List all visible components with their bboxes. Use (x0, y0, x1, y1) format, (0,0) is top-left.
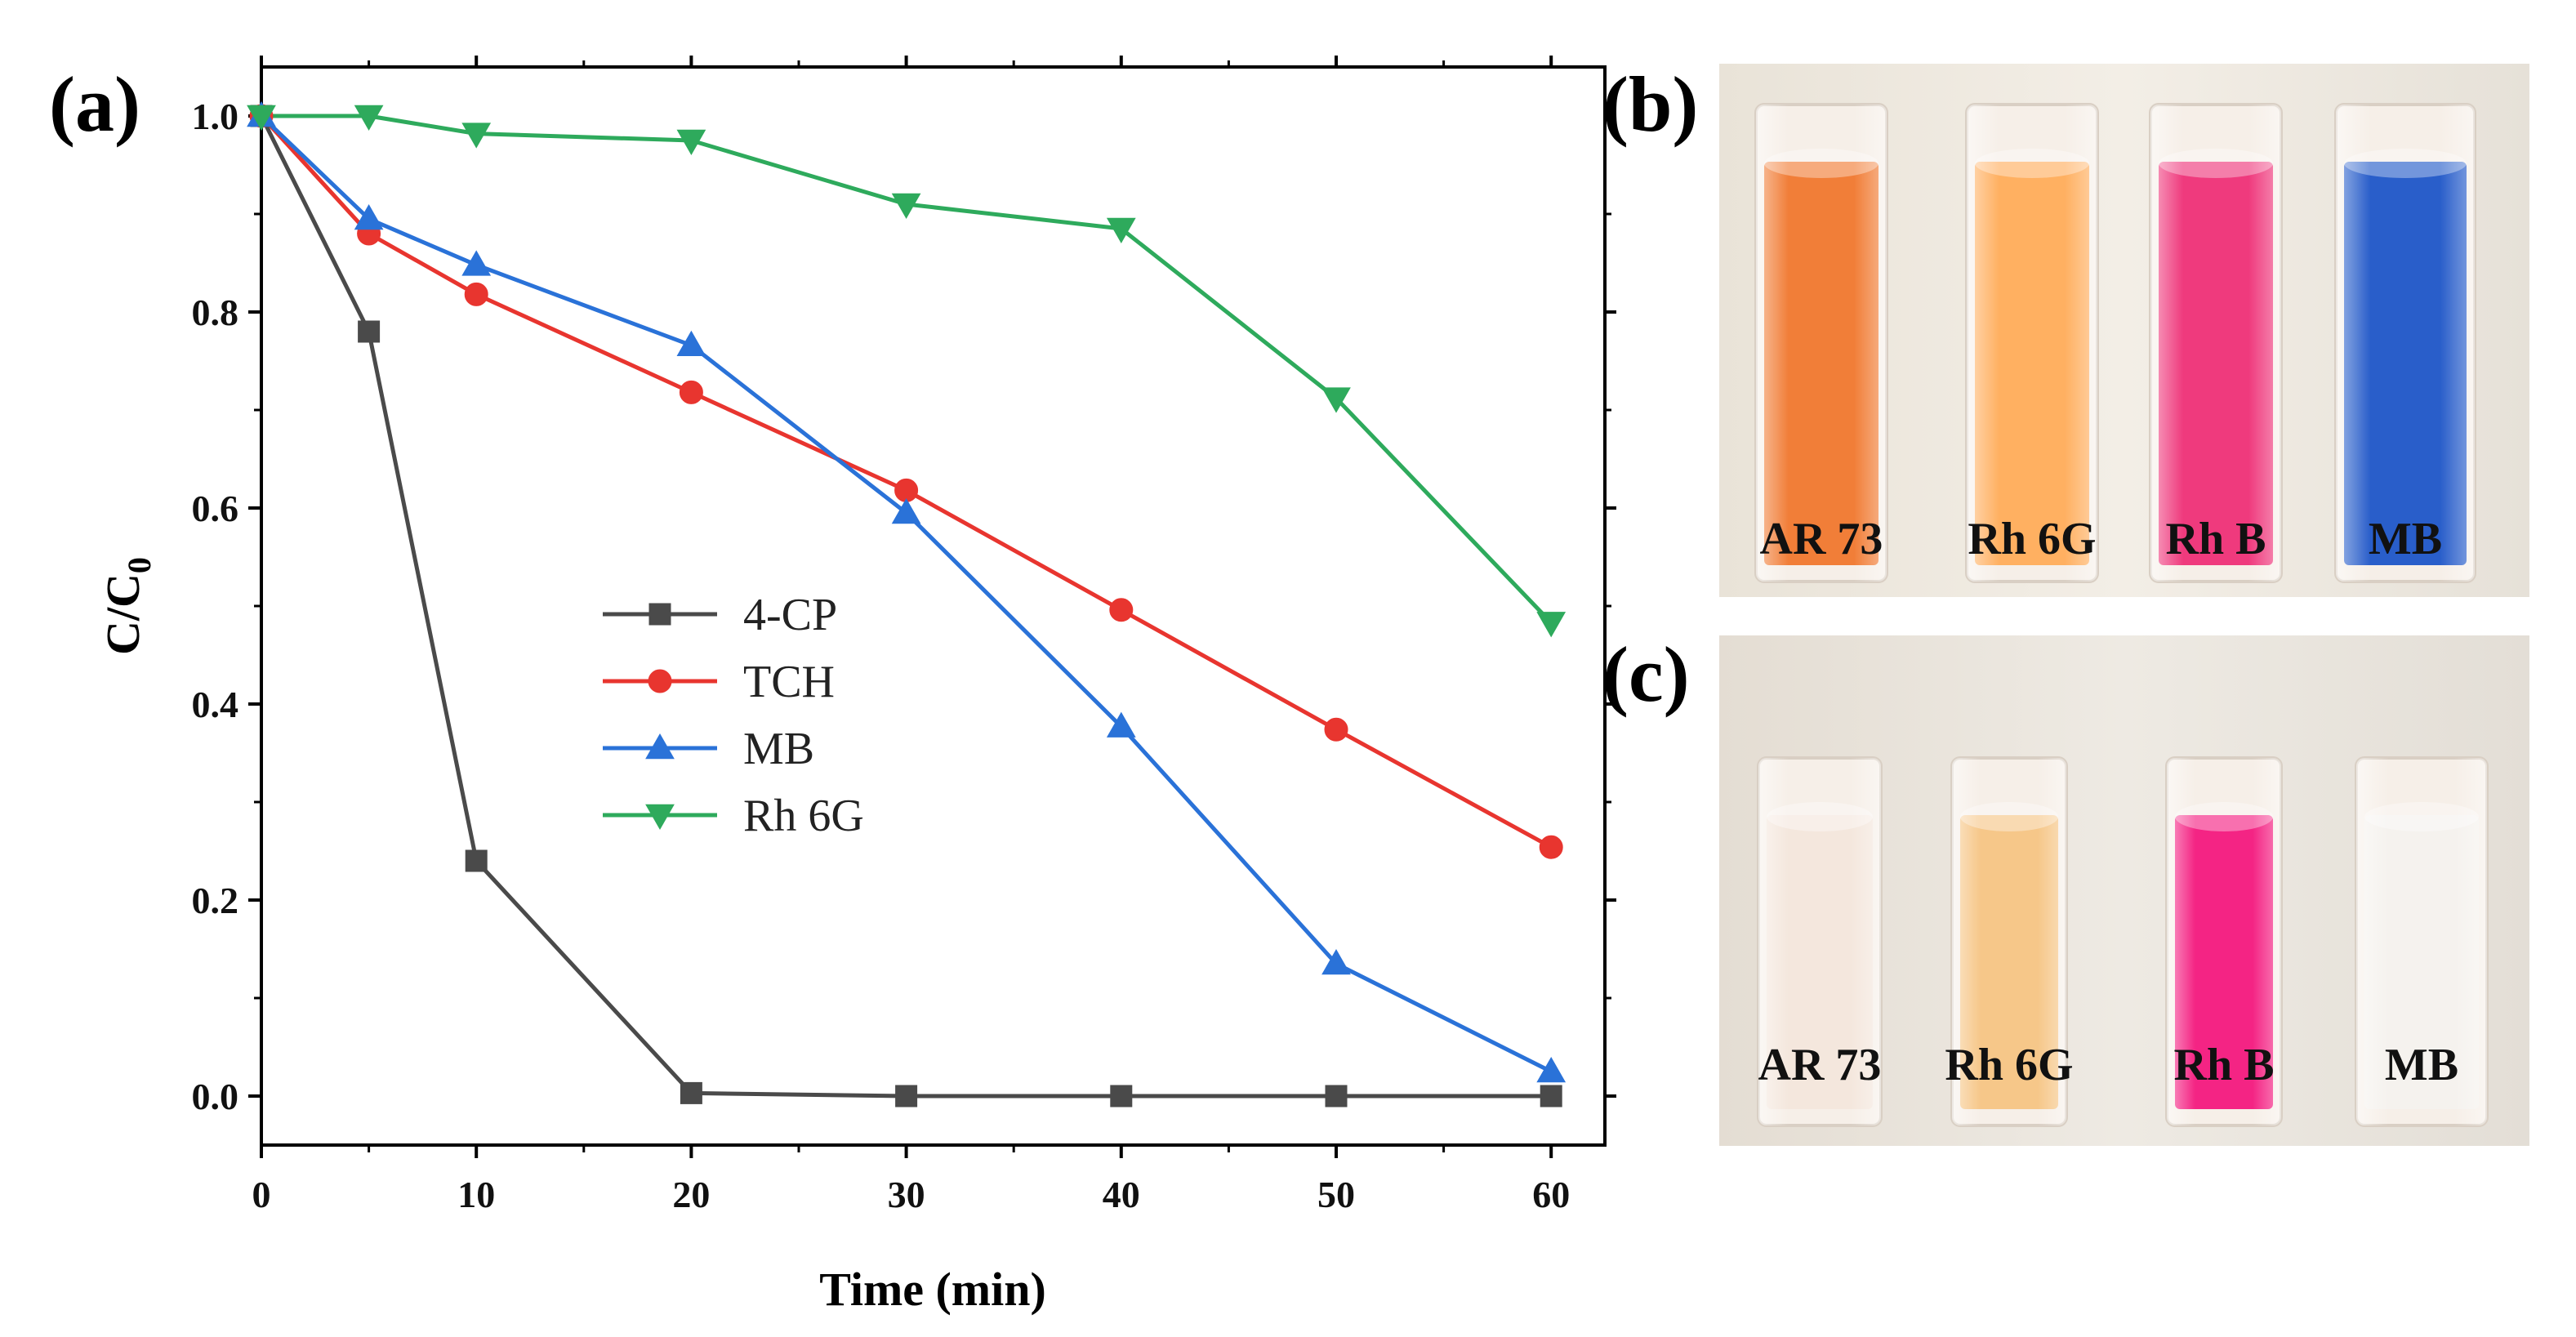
y-tick-label: 0.0 (192, 1076, 239, 1117)
cuvette-mb: MB (2355, 756, 2489, 1127)
series-markers (247, 100, 1567, 1107)
cuvette-highlight (1952, 758, 2066, 1125)
legend-marker (648, 669, 672, 693)
y-tick-labels: 0.0 0.2 0.4 0.6 0.8 1.0 (192, 96, 239, 1117)
legend-label: MB (743, 724, 814, 774)
cuvette-label: Rh 6G (1945, 1040, 2073, 1090)
data-point-rh-6g (354, 105, 384, 131)
x-tick-label: 40 (1103, 1174, 1140, 1215)
cuvette-highlight (1756, 105, 1887, 582)
legend-label: Rh 6G (743, 791, 864, 841)
cuvette-ar-73: AR 73 (1754, 103, 1888, 583)
data-point-tch (1109, 598, 1134, 622)
data-point-rh-6g (891, 193, 921, 220)
data-point-4-cp (680, 1081, 702, 1104)
cuvette-highlight (2336, 105, 2475, 582)
cuvette-label: Rh B (2166, 514, 2266, 564)
panel-label-c: (c) (1602, 631, 1690, 718)
data-point-4-cp (1325, 1085, 1348, 1107)
data-point-4-cp (358, 320, 381, 343)
y-tick-label: 0.8 (192, 292, 239, 333)
legend: 4-CP TCH MB Rh 6G (603, 590, 864, 841)
photo-after: AR 73 Rh 6G Rh B MB (1719, 635, 2529, 1146)
cuvette-highlight (2167, 758, 2281, 1125)
cuvette-label: MB (2369, 514, 2442, 564)
legend-item-tch: TCH (603, 657, 835, 707)
legend-label: 4-CP (743, 590, 837, 640)
x-tick-label: 60 (1532, 1174, 1570, 1215)
data-point-mb (1321, 948, 1351, 975)
series-lines (259, 114, 1553, 1099)
data-point-4-cp (895, 1085, 918, 1107)
y-tick-label: 0.2 (192, 880, 239, 921)
y-axis-title-main: C/C (96, 573, 149, 655)
x-tick-label: 30 (888, 1174, 925, 1215)
data-point-rh-6g (1321, 387, 1351, 413)
data-point-mb (676, 330, 706, 357)
data-point-mb (1536, 1056, 1567, 1083)
vials-after: AR 73 Rh 6G Rh B MB (1757, 756, 2489, 1127)
chart: 0 10 20 30 40 50 60 0.0 0.2 0.4 0.6 0.8 1.0 Time (m… (96, 56, 1616, 1316)
cuvette-highlight (2356, 758, 2487, 1125)
series-line-rh-6g (261, 114, 1553, 625)
cuvette-highlight (1967, 105, 2097, 582)
x-tick-labels: 0 10 20 30 40 50 60 (252, 1174, 1571, 1215)
cuvette-label: AR 73 (1760, 514, 1883, 564)
legend-marker (645, 804, 675, 831)
data-point-4-cp (1110, 1085, 1133, 1107)
y-tick-label: 0.6 (192, 488, 239, 529)
data-point-rh-6g (676, 129, 706, 156)
cuvette-ar-73: AR 73 (1757, 756, 1883, 1127)
data-point-mb (891, 497, 921, 524)
data-point-rh-6g (247, 105, 276, 131)
data-point-4-cp (465, 849, 488, 872)
legend-item-mb: MB (603, 724, 814, 774)
cuvette-highlight (2150, 105, 2281, 582)
legend-item-4-cp: 4-CP (603, 590, 837, 640)
data-point-rh-6g (1536, 612, 1567, 638)
data-point-mb (1106, 711, 1136, 738)
data-point-mb (461, 250, 492, 276)
y-axis-title: C/C0 (96, 557, 158, 655)
data-point-rh-6g (461, 123, 492, 149)
x-axis-title: Time (min) (819, 1263, 1046, 1316)
cuvette-rh-b: Rh B (2165, 756, 2283, 1127)
x-tick-label: 0 (252, 1174, 271, 1215)
data-point-tch (464, 282, 488, 306)
x-tick-label: 10 (457, 1174, 495, 1215)
cuvette-highlight (1758, 758, 1881, 1125)
cuvette-label: AR 73 (1758, 1040, 1882, 1090)
x-tick-label: 20 (672, 1174, 710, 1215)
data-point-mb (354, 203, 384, 230)
y-axis-title-subscript: 0 (121, 557, 158, 573)
axis-ticks (248, 56, 1616, 1158)
data-point-tch (679, 380, 703, 404)
panel-label-a: (a) (49, 60, 140, 148)
legend-marker (645, 733, 675, 760)
series-line-tch (260, 114, 1553, 849)
data-point-tch (1324, 717, 1348, 742)
y-tick-label: 1.0 (192, 96, 239, 137)
panel-label-b: (b) (1602, 60, 1698, 148)
legend-marker (648, 603, 671, 626)
y-tick-label: 0.4 (192, 684, 239, 725)
series-line-4-cp (259, 114, 1552, 1099)
x-tick-label: 50 (1317, 1174, 1355, 1215)
cuvette-label: Rh B (2174, 1040, 2275, 1090)
cuvette-label: MB (2385, 1040, 2458, 1090)
data-point-tch (1539, 835, 1563, 859)
cuvette-rh-6g: Rh 6G (1965, 103, 2099, 583)
cuvette-rh-6g: Rh 6G (1945, 756, 2074, 1127)
legend-item-rh-6g: Rh 6G (603, 791, 864, 841)
legend-label: TCH (743, 657, 835, 707)
data-point-rh-6g (1106, 217, 1136, 244)
cuvette-mb: MB (2334, 103, 2476, 583)
vials-before: AR 73 Rh 6G Rh B MB (1754, 103, 2476, 583)
cuvette-label: Rh 6G (1968, 514, 2096, 564)
series-line-mb (260, 114, 1553, 1074)
plot-frame (260, 65, 1607, 1147)
photo-before: AR 73 Rh 6G Rh B MB (1719, 64, 2529, 597)
cuvette-rh-b: Rh B (2149, 103, 2283, 583)
data-point-4-cp (1540, 1085, 1562, 1107)
